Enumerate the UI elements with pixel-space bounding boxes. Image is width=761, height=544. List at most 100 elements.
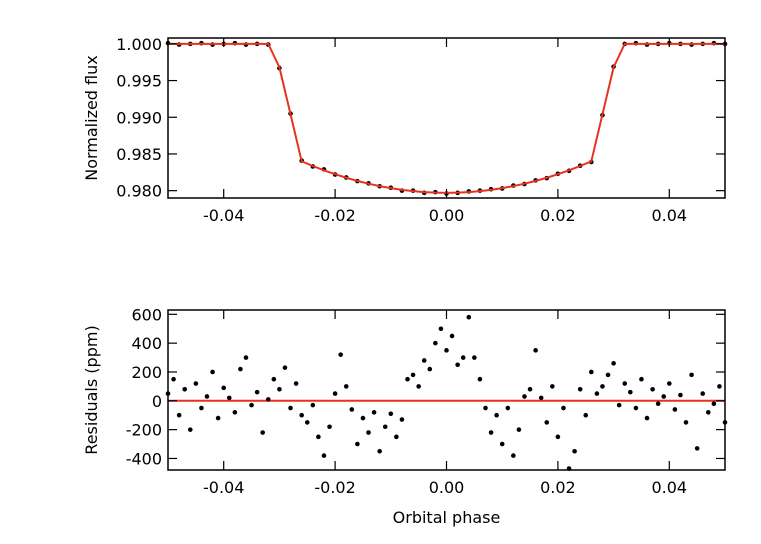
data-point bbox=[293, 381, 299, 386]
data-point bbox=[533, 348, 538, 353]
data-point bbox=[388, 411, 394, 417]
y-tick-label: 0.980 bbox=[116, 182, 162, 201]
data-point bbox=[672, 407, 678, 412]
y-tick-label: 200 bbox=[131, 363, 162, 382]
data-point bbox=[516, 427, 522, 432]
data-point bbox=[522, 394, 527, 399]
data-point bbox=[254, 389, 260, 395]
data-point bbox=[466, 314, 472, 320]
data-point bbox=[371, 410, 377, 415]
data-point bbox=[572, 448, 577, 454]
data-point bbox=[538, 395, 544, 401]
y-tick-label: -200 bbox=[126, 421, 162, 440]
data-point bbox=[600, 384, 605, 389]
data-point bbox=[628, 389, 633, 395]
y-tick-label: 400 bbox=[131, 334, 162, 353]
data-point bbox=[316, 434, 321, 440]
data-point bbox=[527, 386, 533, 392]
data-point bbox=[438, 326, 444, 332]
data-point bbox=[377, 448, 382, 454]
data-point bbox=[700, 391, 706, 396]
data-point bbox=[260, 430, 265, 435]
data-point bbox=[717, 384, 722, 389]
y-tick-label: -400 bbox=[126, 449, 162, 468]
data-point bbox=[550, 384, 555, 389]
data-point bbox=[661, 394, 667, 399]
data-point bbox=[399, 417, 405, 422]
data-point bbox=[226, 395, 232, 401]
data-point bbox=[705, 410, 711, 415]
data-point bbox=[204, 394, 210, 399]
data-point bbox=[667, 381, 672, 386]
data-point bbox=[639, 376, 644, 382]
data-point bbox=[483, 405, 488, 411]
data-point bbox=[382, 424, 388, 430]
data-point bbox=[650, 386, 655, 392]
data-point bbox=[633, 405, 639, 411]
x-tick-label: 0.02 bbox=[540, 478, 576, 497]
data-point bbox=[561, 405, 566, 411]
y-tick-label: 0.995 bbox=[116, 72, 162, 91]
data-point bbox=[499, 441, 505, 447]
data-point bbox=[349, 407, 355, 412]
data-point bbox=[171, 376, 176, 382]
data-point bbox=[616, 402, 622, 408]
x-tick-label: 0.00 bbox=[429, 478, 465, 497]
data-point bbox=[421, 358, 427, 363]
data-point bbox=[187, 427, 193, 432]
data-point bbox=[577, 386, 583, 392]
data-point bbox=[555, 434, 561, 440]
y-tick-label: 600 bbox=[131, 305, 162, 324]
data-point bbox=[583, 412, 589, 418]
data-point bbox=[678, 392, 683, 398]
y-tick-label: 0 bbox=[152, 392, 162, 411]
data-point bbox=[193, 381, 199, 386]
data-point bbox=[343, 384, 349, 389]
data-point bbox=[427, 366, 433, 372]
data-point bbox=[472, 355, 477, 360]
x-tick-label: -0.04 bbox=[203, 206, 244, 225]
x-tick-label: 0.04 bbox=[651, 206, 687, 225]
data-point bbox=[327, 424, 332, 430]
data-point bbox=[405, 376, 410, 382]
data-point bbox=[394, 434, 399, 440]
x-tick-label: -0.02 bbox=[314, 478, 355, 497]
data-point bbox=[410, 372, 416, 378]
data-point bbox=[611, 361, 616, 366]
data-point bbox=[288, 405, 293, 411]
data-point bbox=[199, 405, 204, 411]
data-point bbox=[689, 372, 694, 378]
x-tick-label: 0.00 bbox=[429, 206, 465, 225]
data-point bbox=[460, 355, 466, 360]
data-point bbox=[243, 355, 249, 360]
data-point bbox=[299, 412, 304, 418]
data-point bbox=[433, 340, 438, 346]
data-point bbox=[332, 391, 338, 396]
data-point bbox=[694, 446, 700, 451]
data-point bbox=[271, 376, 277, 382]
data-point bbox=[282, 365, 288, 370]
data-point bbox=[355, 441, 360, 447]
data-point bbox=[304, 420, 310, 425]
data-point bbox=[711, 401, 717, 406]
plot-frame bbox=[167, 309, 726, 471]
data-point bbox=[238, 366, 243, 372]
data-point bbox=[589, 369, 594, 375]
data-point bbox=[321, 453, 327, 458]
data-point bbox=[644, 415, 650, 421]
data-point bbox=[232, 410, 238, 415]
data-point bbox=[505, 405, 511, 411]
data-point bbox=[182, 386, 188, 392]
data-point bbox=[594, 391, 600, 396]
model-line bbox=[168, 42, 725, 194]
data-point bbox=[366, 430, 371, 435]
data-point bbox=[416, 384, 421, 389]
data-point bbox=[444, 348, 449, 353]
data-point bbox=[449, 333, 455, 339]
data-point bbox=[655, 401, 661, 406]
y-axis-label: Residuals (ppm) bbox=[82, 325, 101, 454]
data-point bbox=[360, 415, 366, 421]
data-point bbox=[683, 420, 689, 425]
data-point bbox=[221, 385, 226, 391]
